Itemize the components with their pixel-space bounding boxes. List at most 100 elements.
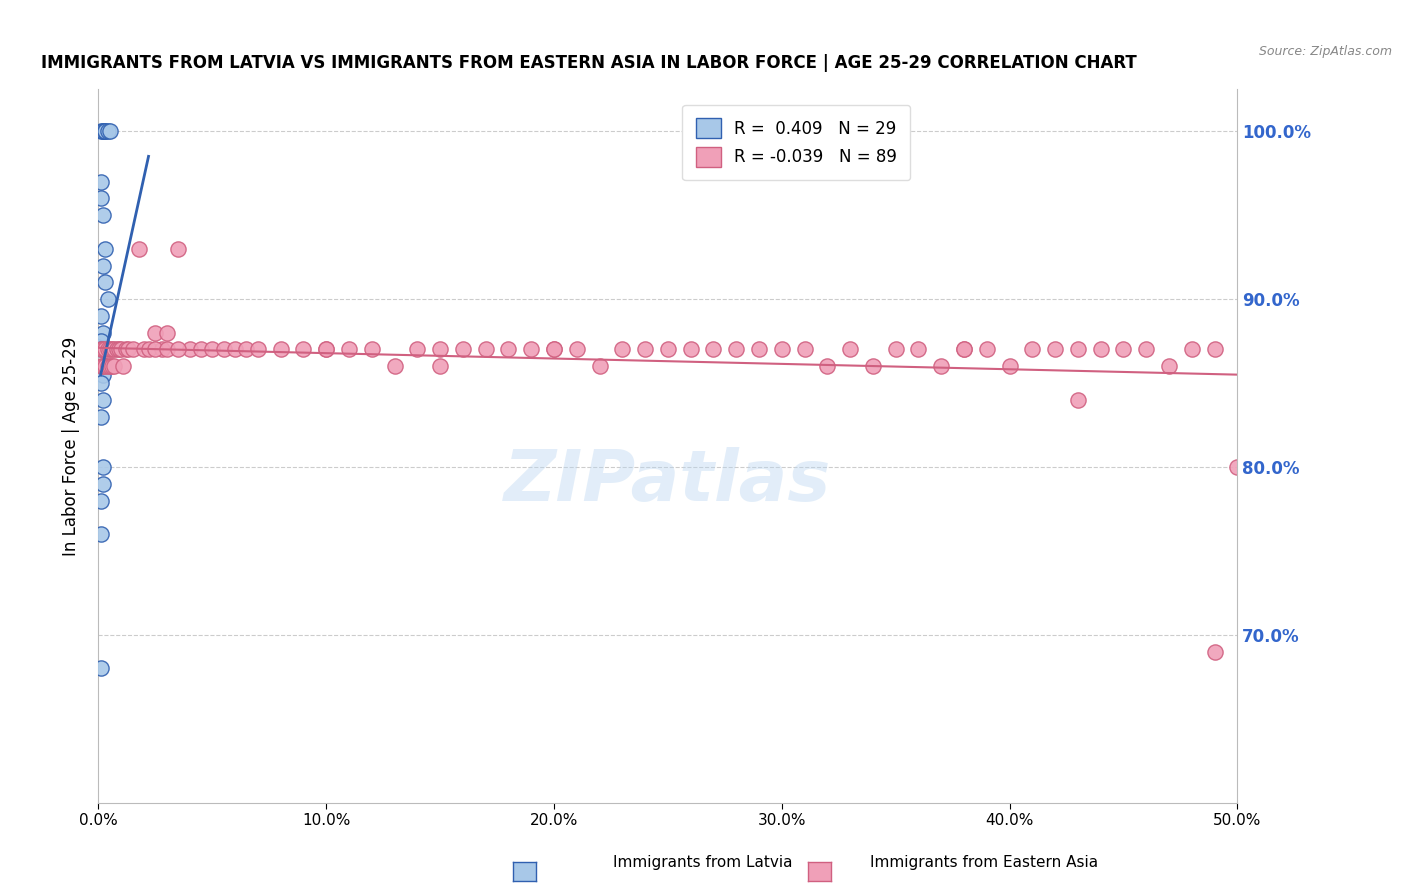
Point <box>725 343 748 357</box>
Point <box>543 343 565 357</box>
Point <box>117 343 139 357</box>
Point <box>815 359 838 374</box>
Point <box>543 343 565 357</box>
Point <box>451 343 474 357</box>
Point <box>94 359 117 374</box>
Point <box>498 343 520 357</box>
Point <box>128 242 150 256</box>
Point <box>839 343 862 357</box>
Point <box>138 343 160 357</box>
Point <box>1157 359 1180 374</box>
Point <box>1067 343 1090 357</box>
Text: Immigrants from Latvia: Immigrants from Latvia <box>613 855 793 870</box>
Point <box>565 343 588 357</box>
Point <box>679 343 702 357</box>
Point <box>132 343 155 357</box>
Point <box>90 343 112 357</box>
Point <box>224 343 246 357</box>
Point <box>1204 343 1226 357</box>
Point <box>190 343 212 357</box>
Legend: R =  0.409   N = 29, R = -0.039   N = 89: R = 0.409 N = 29, R = -0.039 N = 89 <box>682 104 910 180</box>
Point <box>90 175 112 189</box>
Point <box>91 326 114 340</box>
Point <box>101 359 124 374</box>
Point <box>1226 460 1249 475</box>
Point <box>179 343 201 357</box>
Point <box>103 359 125 374</box>
Point <box>94 275 117 289</box>
Point <box>770 343 793 357</box>
Point <box>315 343 337 357</box>
Point <box>360 343 382 357</box>
Point <box>96 124 118 138</box>
Point <box>1135 343 1157 357</box>
Point <box>384 359 406 374</box>
Point <box>292 343 315 357</box>
Point <box>96 343 118 357</box>
Point <box>702 343 724 357</box>
Text: Source: ZipAtlas.com: Source: ZipAtlas.com <box>1258 45 1392 58</box>
Point <box>90 191 112 205</box>
Point <box>94 343 117 357</box>
Y-axis label: In Labor Force | Age 25-29: In Labor Force | Age 25-29 <box>62 336 80 556</box>
Point <box>167 343 190 357</box>
Point <box>91 359 114 374</box>
Point <box>94 359 117 374</box>
Point <box>884 343 907 357</box>
Point <box>793 343 815 357</box>
Point <box>90 334 112 348</box>
Point <box>212 343 235 357</box>
Text: ZIPatlas: ZIPatlas <box>505 447 831 516</box>
Point <box>907 343 929 357</box>
Point <box>90 359 112 374</box>
Point <box>520 343 543 357</box>
Point <box>98 124 121 138</box>
Point <box>235 343 257 357</box>
Point <box>96 292 118 306</box>
Point <box>90 124 112 138</box>
Point <box>201 343 224 357</box>
Point <box>96 359 118 374</box>
Point <box>91 359 114 374</box>
Point <box>474 343 496 357</box>
Text: IMMIGRANTS FROM LATVIA VS IMMIGRANTS FROM EASTERN ASIA IN LABOR FORCE | AGE 25-2: IMMIGRANTS FROM LATVIA VS IMMIGRANTS FRO… <box>42 54 1137 72</box>
Point <box>121 343 143 357</box>
Point <box>337 343 360 357</box>
Point <box>91 259 114 273</box>
Point <box>429 359 451 374</box>
Point <box>1112 343 1135 357</box>
Point <box>1204 645 1226 659</box>
Point <box>90 493 112 508</box>
Point <box>150 343 173 357</box>
Point <box>90 409 112 424</box>
Point <box>1067 392 1090 407</box>
Point <box>612 343 634 357</box>
Point <box>862 359 884 374</box>
Point <box>90 527 112 541</box>
Point <box>91 368 114 382</box>
Point <box>246 343 269 357</box>
Point <box>588 359 610 374</box>
Point <box>91 460 114 475</box>
Point <box>94 124 117 138</box>
Point <box>103 343 125 357</box>
Point <box>748 343 770 357</box>
Point <box>315 343 337 357</box>
Point <box>98 343 121 357</box>
Point <box>94 242 117 256</box>
Point <box>91 124 114 138</box>
Point <box>998 359 1021 374</box>
Point <box>90 661 112 675</box>
Point <box>90 309 112 323</box>
Point <box>110 343 132 357</box>
Point <box>1021 343 1043 357</box>
Point <box>91 124 114 138</box>
Point <box>91 476 114 491</box>
Point <box>112 359 135 374</box>
Point <box>105 343 128 357</box>
Point <box>976 343 998 357</box>
Point <box>91 343 114 357</box>
Point <box>91 208 114 222</box>
Point <box>929 359 952 374</box>
Point <box>94 124 117 138</box>
